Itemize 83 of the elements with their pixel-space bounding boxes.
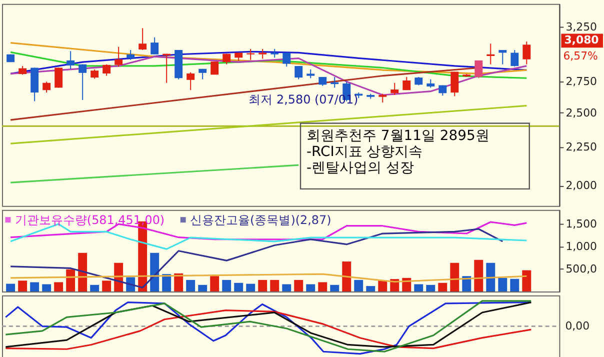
bar bbox=[78, 252, 88, 292]
candlestick bbox=[210, 61, 219, 76]
y-tick-label: 2,000 bbox=[566, 179, 598, 192]
bar bbox=[210, 276, 220, 292]
bar bbox=[282, 284, 292, 292]
bar bbox=[102, 280, 112, 292]
bar bbox=[306, 284, 316, 292]
candlestick bbox=[486, 43, 495, 65]
bar bbox=[414, 284, 424, 292]
text: 6,57% bbox=[563, 50, 598, 63]
candlestick bbox=[150, 36, 159, 55]
bar bbox=[54, 282, 64, 292]
candlestick bbox=[126, 50, 135, 60]
bar bbox=[150, 252, 160, 292]
bar bbox=[18, 280, 28, 292]
bar bbox=[510, 278, 520, 292]
candlestick bbox=[54, 67, 63, 88]
bar bbox=[6, 284, 16, 292]
y-tick-label: 500,0 bbox=[566, 262, 598, 276]
candlestick bbox=[78, 64, 87, 100]
bar bbox=[378, 280, 388, 292]
y-tick-label: 2,750 bbox=[566, 75, 598, 88]
legend-label: 기관보유수량(581,451,00) bbox=[14, 212, 165, 227]
bar bbox=[246, 284, 256, 292]
candlestick bbox=[42, 81, 51, 94]
bar bbox=[270, 280, 280, 292]
candlestick bbox=[510, 50, 519, 68]
line-series bbox=[10, 56, 528, 96]
bar bbox=[498, 278, 508, 292]
candlestick bbox=[102, 64, 111, 76]
candlestick bbox=[162, 53, 171, 84]
candlestick bbox=[294, 66, 303, 80]
candlestick bbox=[90, 68, 99, 80]
candlestick bbox=[258, 48, 267, 60]
legend-label: 신용잔고율(종목별)(2,87) bbox=[190, 212, 332, 227]
bar bbox=[198, 284, 208, 292]
bar bbox=[426, 284, 436, 292]
line-series bbox=[10, 273, 528, 283]
bar bbox=[174, 273, 184, 292]
bar bbox=[66, 269, 76, 292]
bar bbox=[234, 282, 244, 292]
bar bbox=[366, 286, 376, 292]
ref-line-label: 0,00 bbox=[565, 319, 590, 332]
candlestick bbox=[474, 60, 483, 79]
y-tick-label: 3,250 bbox=[566, 20, 598, 34]
annotation: 최저 2,580 (07/01) bbox=[248, 92, 358, 106]
annotation: 회원추천주 7월11일 2895원 -RCI지표 상향지속 -렌탈사업의 성장 bbox=[306, 128, 490, 176]
candlestick bbox=[138, 28, 147, 51]
bar bbox=[438, 282, 448, 292]
bar bbox=[318, 282, 328, 292]
bar bbox=[474, 260, 484, 292]
line-series bbox=[10, 228, 504, 288]
candlestick bbox=[246, 48, 255, 60]
bar bbox=[258, 280, 268, 292]
bar bbox=[186, 280, 196, 292]
candlestick bbox=[186, 72, 195, 91]
bar bbox=[90, 284, 100, 292]
candlestick bbox=[402, 76, 411, 91]
candlestick bbox=[282, 52, 291, 68]
bar bbox=[222, 280, 232, 292]
bar bbox=[330, 284, 340, 292]
candlestick bbox=[390, 82, 399, 96]
y-tick-label: 1,500 bbox=[566, 217, 598, 230]
bar bbox=[354, 280, 364, 292]
line-series bbox=[10, 50, 528, 74]
bar bbox=[30, 282, 40, 292]
y-tick-label: 2,500 bbox=[566, 106, 598, 120]
candlestick bbox=[498, 50, 507, 65]
y-tick-label: 1,000 bbox=[566, 240, 598, 253]
bar bbox=[450, 262, 460, 292]
candlestick bbox=[66, 50, 75, 70]
text: 3,080 bbox=[564, 34, 600, 47]
bar bbox=[522, 270, 532, 292]
bar bbox=[294, 280, 304, 292]
bar bbox=[342, 261, 352, 292]
line-series bbox=[10, 42, 528, 74]
bar bbox=[162, 274, 172, 292]
candlestick bbox=[522, 41, 531, 65]
y-tick-label: 2,250 bbox=[566, 140, 598, 154]
bar bbox=[486, 262, 496, 292]
candlestick bbox=[114, 46, 123, 68]
bar bbox=[42, 284, 52, 292]
candlestick bbox=[450, 71, 459, 97]
